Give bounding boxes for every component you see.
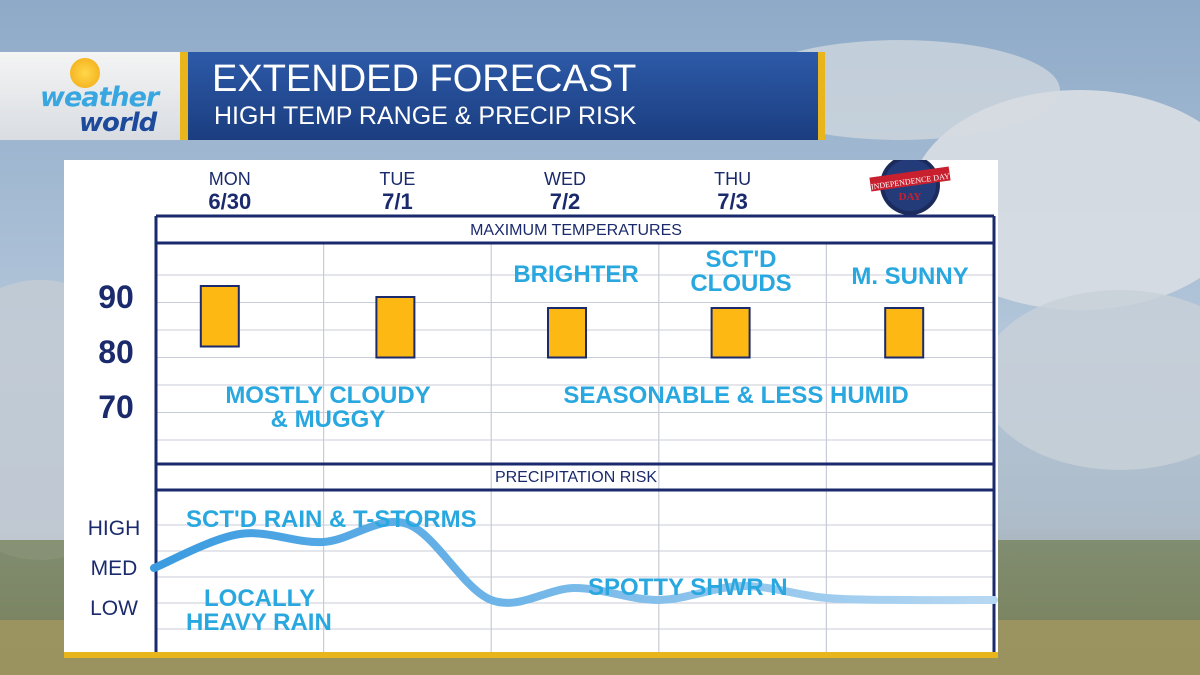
date-label: 7/2 [550, 189, 581, 214]
temp-tick-label: 70 [98, 389, 134, 425]
temp-annotation: CLOUDS [690, 270, 791, 297]
precip-y-ticks: HIGH MED LOW [88, 517, 141, 620]
temp-section-title: MAXIMUM TEMPERATURES [470, 222, 682, 239]
temp-range-bar [884, 307, 925, 359]
temp-range-bar [199, 285, 240, 348]
sun-icon [70, 58, 100, 88]
temp-range-bars [199, 285, 925, 359]
temp-annotation: & MUGGY [271, 406, 386, 433]
temp-annotation: M. SUNNY [851, 263, 968, 290]
temp-annotation: SEASONABLE & LESS HUMID [563, 382, 908, 409]
page-title: EXTENDED FORECAST [212, 58, 637, 100]
temp-range-bar [375, 296, 416, 359]
temp-range-bar [710, 307, 751, 359]
logo-line2: world [79, 108, 157, 138]
temp-range-bar [547, 307, 587, 359]
day-label: TUE [379, 169, 415, 189]
weather-world-logo: weather world [0, 52, 180, 140]
temp-y-ticks: 90 80 70 [98, 279, 134, 425]
svg-text:DAY: DAY [899, 191, 922, 203]
temp-annotation: BRIGHTER [513, 261, 638, 288]
precip-annotation: LOCALLY [204, 585, 315, 612]
temp-tick-label: 90 [98, 279, 134, 315]
day-label: WED [544, 169, 586, 189]
date-label: 7/1 [382, 189, 413, 214]
precip-annotation: SCT'D RAIN & T-STORMS [186, 506, 477, 533]
temp-tick-label: 80 [98, 334, 134, 370]
chart-frame [64, 214, 998, 658]
grid-lines [156, 244, 994, 655]
precip-tick-label: HIGH [88, 517, 141, 540]
precip-risk-line [150, 517, 998, 607]
precip-tick-label: LOW [90, 597, 138, 620]
day-label: MON [209, 169, 251, 189]
day-label: THU [714, 169, 751, 189]
precip-annotation: HEAVY RAIN [186, 609, 332, 636]
date-label: 7/3 [717, 189, 748, 214]
precip-tick-label: MED [91, 557, 138, 580]
independence-day-badge-icon: INDEPENDENCE DAY DAY [869, 160, 951, 215]
logo-line1: weather [40, 82, 159, 113]
accent-bar [180, 52, 188, 140]
precip-annotation: SPOTTY SHWR N [588, 574, 788, 601]
date-label: 6/30 [208, 189, 251, 214]
accent-bar-right [818, 52, 825, 140]
temp-annotation: SCT'D [705, 246, 776, 273]
forecast-board: MON 6/30 TUE 7/1 WED 7/2 THU 7/3 MAXIMUM TEMPER… [64, 160, 998, 658]
page-subtitle: HIGH TEMP RANGE & PRECIP RISK [214, 102, 637, 130]
precip-section-title: PRECIPITATION RISK [495, 469, 657, 486]
title-panel: EXTENDED FORECAST HIGH TEMP RANGE & PREC… [188, 52, 818, 140]
temp-annotation: MOSTLY CLOUDY [225, 382, 430, 409]
